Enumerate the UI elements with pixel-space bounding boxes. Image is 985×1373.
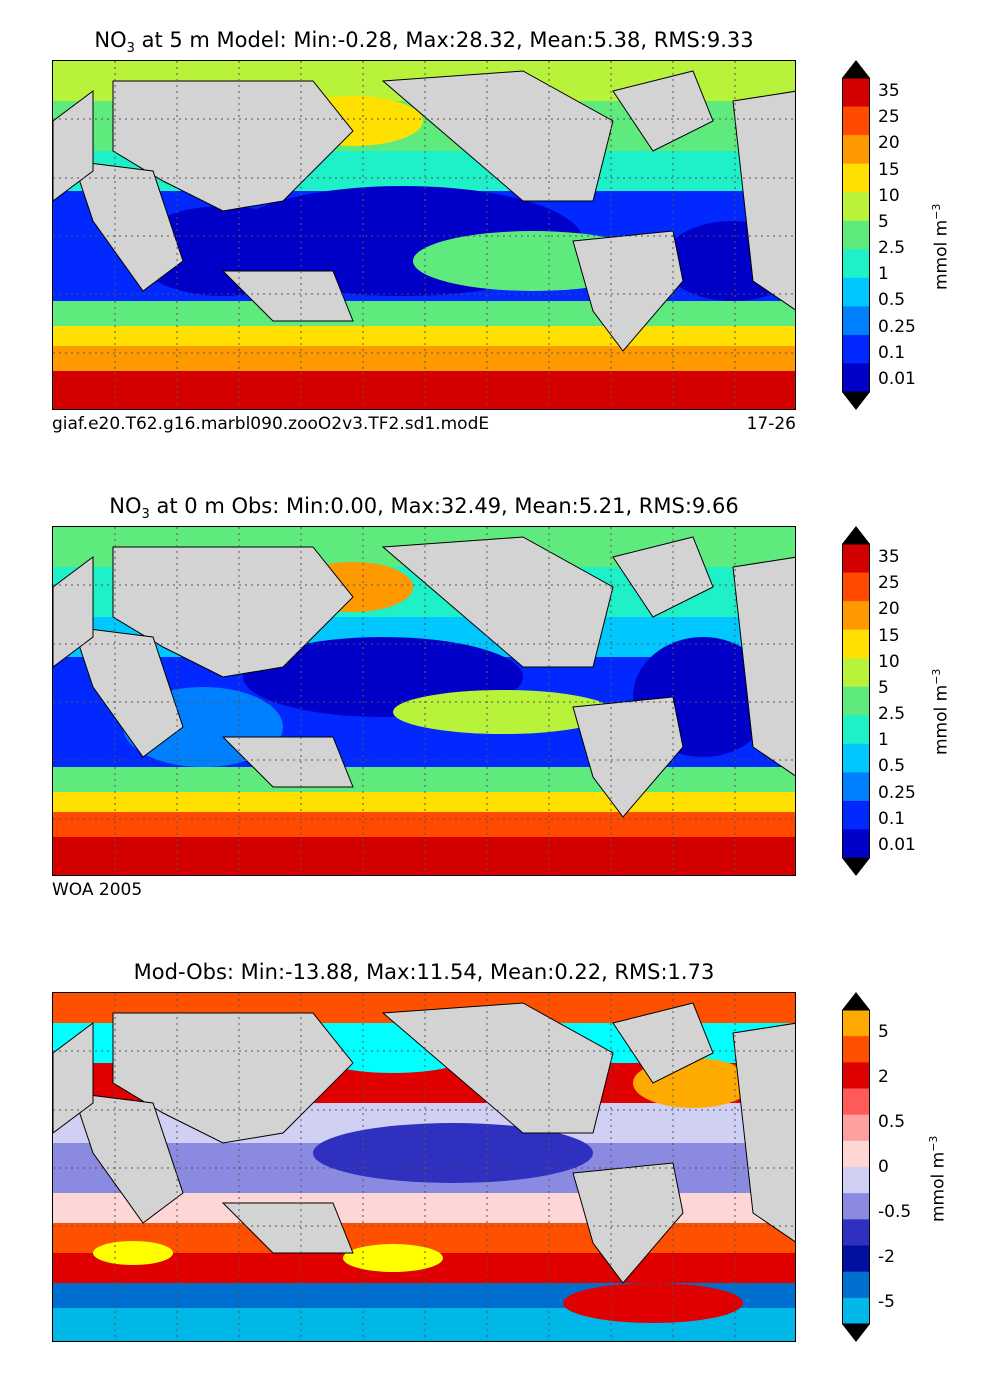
map-model [52,60,796,410]
colorbar-tick-label: 2 [878,1067,889,1088]
colorbar-tick-label: 0.25 [878,316,916,337]
colorbar-tick-label: 1 [878,264,889,285]
colorbar-tick-label: 2.5 [878,238,906,259]
colorbar-tick-label: 5 [878,211,889,232]
colorbar-segment [842,572,870,602]
colorbar-tick-label: 10 [878,185,900,206]
colorbar-segment [842,1193,870,1220]
colorbar-segment [842,1271,870,1299]
colorbar-tick-label: 0.5 [878,756,906,777]
colorbar-tick-label: 0 [878,1157,889,1177]
colorbar-segment [842,686,870,716]
colorbar-tick-label: 15 [878,625,900,646]
colorbar-segment [842,601,870,631]
colorbar-segment [842,1219,870,1246]
colorbar-segment [842,1167,870,1194]
map-diff [52,992,796,1342]
colorbar-unit-obs: mmol m−3 [930,668,952,755]
map-obs [52,526,796,876]
colorbar-diff [842,992,870,1342]
colorbar-extend-top [842,526,870,544]
caption-obs-source: WOA 2005 [52,880,143,900]
colorbar-segment [842,1297,870,1325]
colorbar-segment [842,163,870,193]
colorbar-segment [842,715,870,745]
colorbar-segment [842,249,870,279]
panel-title-diff: Mod-Obs: Min:-13.88, Max:11.54, Mean:0.2… [133,960,715,984]
colorbar-segment [842,192,870,222]
colorbar-segment [842,1245,870,1273]
colorbar-extend-bottom [842,858,870,876]
colorbar-segment [842,1010,870,1037]
colorbar-segment [842,743,870,773]
colorbar-segment [842,800,870,830]
colorbar-extend-top [842,60,870,78]
colorbar-segment [842,658,870,688]
colorbar-tick-label: 2.5 [878,704,906,725]
panel-title-model: NO3 at 5 m Model: Min:-0.28, Max:28.32, … [94,28,754,57]
colorbar-segment [842,363,870,393]
colorbar-segment [842,544,870,574]
colorbar-obs [842,526,870,876]
colorbar-tick-label: 1 [878,730,889,751]
caption-model-years: 17-26 [746,414,796,434]
colorbar-extend-bottom [842,1324,870,1342]
colorbar-tick-label: 5 [878,1022,889,1043]
colorbar-segment [842,1088,870,1116]
colorbar-tick-label: 20 [878,133,900,154]
colorbar-tick-label: -2 [878,1246,895,1267]
colorbar-extend-bottom [842,392,870,410]
colorbar-tick-label: 0.01 [878,368,916,389]
colorbar-segment [842,629,870,659]
colorbar-segment [842,220,870,250]
colorbar-unit-diff: mmol m−3 [927,1135,949,1222]
colorbar-tick-label: -0.5 [878,1201,912,1222]
colorbar-tick-label: 0.25 [878,782,916,803]
colorbar-segment [842,135,870,165]
colorbar-tick-label: 20 [878,599,900,620]
colorbar-tick-label: 35 [878,547,900,568]
colorbar-tick-label: 35 [878,81,900,102]
colorbar-segment [842,1036,870,1063]
colorbar-segment [842,829,870,859]
colorbar-segment [842,1140,870,1168]
colorbar-tick-label: 0.01 [878,834,916,855]
colorbar-segment [842,306,870,336]
colorbar-tick-label: 0.5 [878,1112,906,1133]
colorbar-tick-label: 0.1 [878,342,906,363]
colorbar-segment [842,772,870,802]
colorbar-model [842,60,870,410]
panel-title-obs: NO3 at 0 m Obs: Min:0.00, Max:32.49, Mea… [109,494,739,523]
colorbar-tick-label: 25 [878,573,900,594]
colorbar-extend-top [842,992,870,1010]
colorbar-tick-label: 25 [878,107,900,128]
colorbar-segment [842,106,870,136]
colorbar-tick-label: 15 [878,159,900,180]
colorbar-tick-label: 10 [878,651,900,672]
colorbar-tick-label: -5 [878,1291,895,1312]
colorbar-segment [842,277,870,307]
colorbar-segment [842,1114,870,1142]
colorbar-tick-label: 0.1 [878,808,906,829]
colorbar-segment [842,334,870,364]
colorbar-unit-model: mmol m−3 [930,203,952,290]
colorbar-tick-label: 0.5 [878,290,906,311]
colorbar-segment [842,78,870,108]
colorbar-segment [842,1062,870,1089]
caption-model-case: giaf.e20.T62.g16.marbl090.zooO2v3.TF2.sd… [52,414,490,434]
colorbar-tick-label: 5 [878,677,889,698]
